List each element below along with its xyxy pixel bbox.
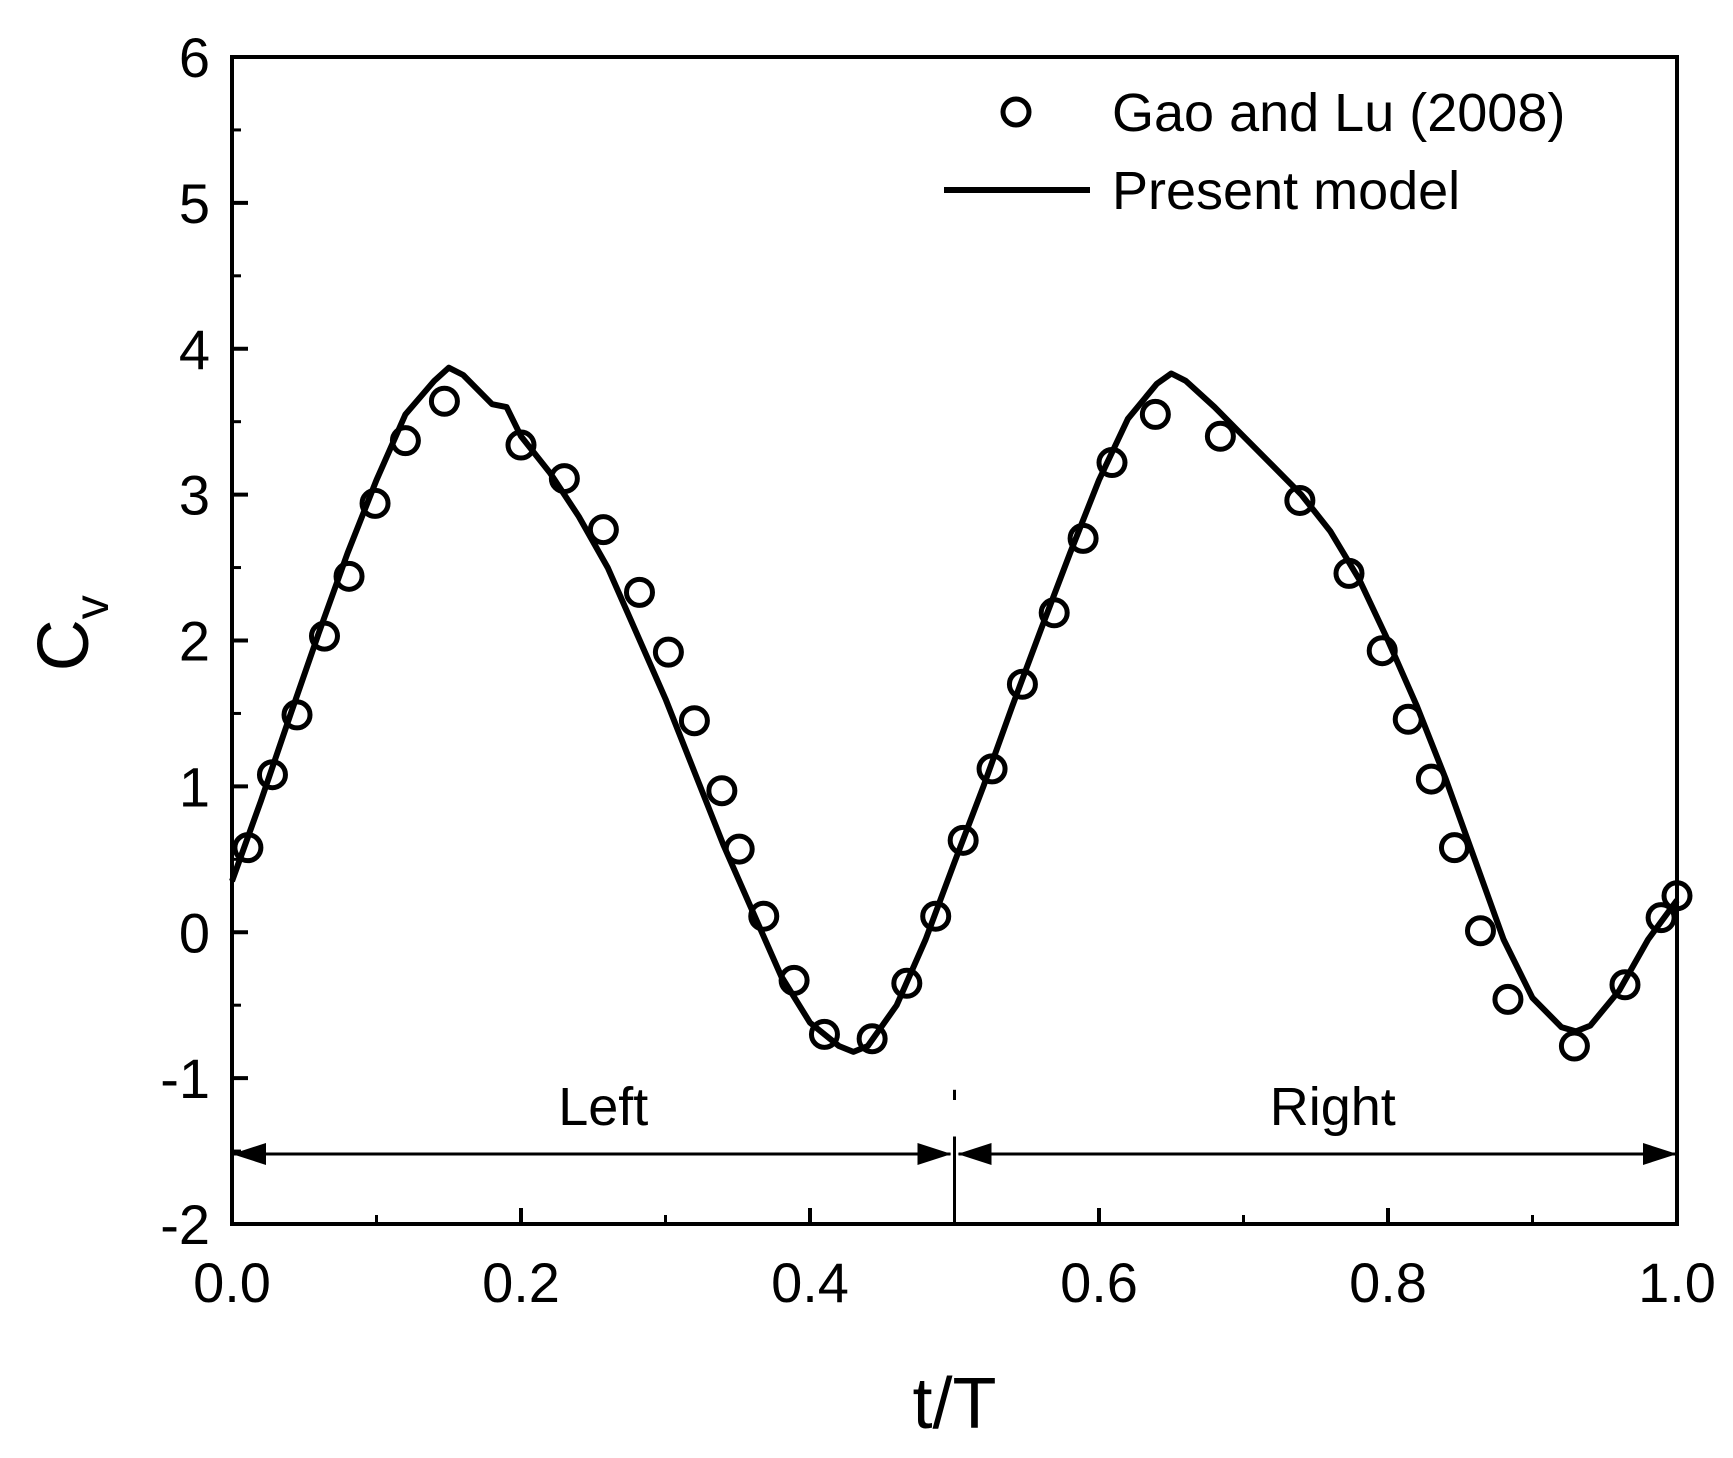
data-point [587,514,619,546]
data-point [856,1023,888,1055]
data-point [706,775,738,807]
data-point [1366,635,1398,667]
region-annotation: Left Right [232,1077,1677,1224]
data-point [1558,1030,1590,1062]
data-point [1204,420,1236,452]
y-axis-title-main: C [24,619,104,671]
present-model-line [229,364,1680,1055]
data-point [359,487,391,519]
data-point [256,759,288,791]
data-point [232,832,264,864]
data-point [389,425,421,457]
series-layer [229,364,1693,1062]
data-point [1415,763,1447,795]
y-tick-label: 5 [179,172,210,235]
data-point [920,900,952,932]
data-point [1464,915,1496,947]
legend-label-gao-and-lu: Gao and Lu (2008) [1112,83,1565,143]
y-tick-label: -2 [160,1193,210,1256]
y-tick-label: 6 [179,26,210,89]
y-tick-label: 1 [179,755,210,818]
y-axis-title-subscript: v [66,595,119,619]
data-point [891,967,923,999]
data-point [652,636,684,668]
data-point [778,964,810,996]
x-tick-label: 0.2 [482,1251,560,1314]
x-tick-label: 0.6 [1060,1251,1138,1314]
data-point [678,705,710,737]
data-point [1096,447,1128,479]
y-tick-label: 2 [179,610,210,673]
y-axis-title: Cv [24,595,119,671]
x-tick-label: 1.0 [1638,1251,1716,1314]
data-point [1067,522,1099,554]
data-point [428,385,460,417]
data-point [1438,832,1470,864]
x-tick-label: 0.8 [1349,1251,1427,1314]
data-point [1392,703,1424,735]
data-point [1038,597,1070,629]
axes: -2 -1 0 1 2 3 4 5 6 0.0 0.2 0.4 0.6 0.8 1.0 [160,26,1716,1314]
data-point [505,429,537,461]
y-tick-label: 4 [179,318,210,381]
data-point [1139,398,1171,430]
legend-label-present-model: Present model [1112,161,1460,221]
y-tick-label: 3 [179,464,210,527]
data-point [808,1018,840,1050]
data-point [1333,557,1365,589]
data-point [623,576,655,608]
y-tick-label: 0 [179,901,210,964]
y-tick-label: -1 [160,1047,210,1110]
left-region-label: Left [558,1077,648,1137]
data-point [748,900,780,932]
legend: Gao and Lu (2008) Present model [944,83,1565,221]
right-arrowhead-start [957,1142,992,1165]
data-point [1492,983,1524,1015]
data-point [1645,902,1677,934]
x-tick-label: 0.4 [771,1251,849,1314]
data-point [333,560,365,592]
x-tick-label: 0.0 [193,1251,271,1314]
left-arrowhead-end [917,1142,952,1165]
data-point [947,824,979,856]
data-point [1284,484,1316,516]
data-point [281,699,313,731]
left-arrowhead-start [232,1142,266,1165]
right-region-label: Right [1270,1077,1396,1137]
data-point [308,620,340,652]
data-point [548,463,580,495]
legend-circle-marker [1000,96,1032,128]
data-point [723,833,755,865]
data-point [976,753,1008,785]
x-axis-title: t/T [913,1364,997,1444]
data-point [1006,668,1038,700]
right-arrowhead-end [1643,1142,1677,1165]
data-point [1609,969,1641,1001]
